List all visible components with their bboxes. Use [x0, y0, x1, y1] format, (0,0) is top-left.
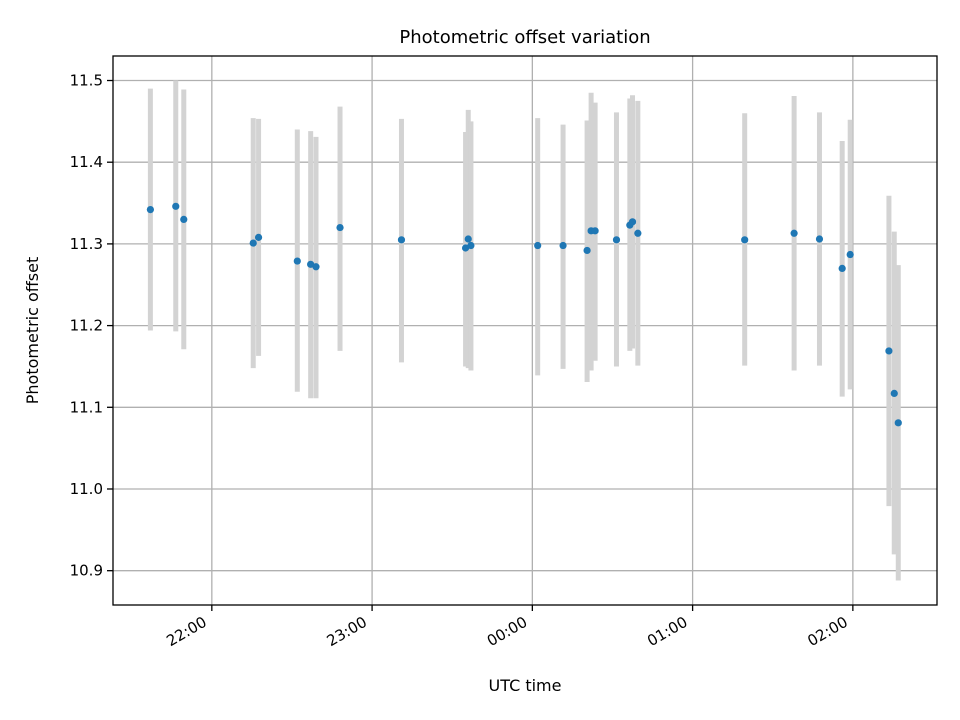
data-point — [634, 229, 642, 237]
data-point — [293, 257, 301, 265]
data-point — [846, 250, 854, 259]
y-tick-label: 10.9 — [70, 562, 103, 580]
data-point — [336, 223, 344, 232]
y-tick-label: 11.3 — [70, 235, 103, 253]
data-point — [172, 202, 180, 210]
data-point — [612, 236, 621, 244]
data-point — [559, 241, 567, 250]
data-point — [894, 419, 902, 427]
data-point — [464, 235, 472, 243]
data-point — [254, 233, 263, 241]
x-axis-label: UTC time — [489, 676, 562, 695]
data-point — [583, 246, 591, 255]
y-tick-label: 11.1 — [70, 398, 103, 416]
x-axis-ticks: 22:00 23:00 00:00 01:00 02:00 — [163, 605, 854, 650]
data-point — [838, 264, 846, 273]
data-point — [885, 347, 893, 355]
data-point — [790, 229, 798, 237]
point-layer — [146, 202, 902, 427]
y-tick-label: 11.2 — [70, 317, 103, 335]
data-point — [815, 235, 824, 243]
grid-layer — [113, 56, 937, 605]
data-point — [180, 215, 188, 223]
data-point — [467, 241, 475, 250]
plot-frame — [112, 55, 938, 606]
data-point — [461, 244, 470, 252]
data-point — [890, 389, 898, 398]
y-tick-label: 11.5 — [70, 72, 103, 90]
data-point — [741, 236, 749, 244]
y-tick-label: 11.0 — [70, 480, 103, 498]
data-point — [534, 241, 542, 250]
data-point — [591, 227, 599, 235]
data-point — [249, 239, 257, 247]
data-point — [146, 205, 154, 214]
data-point — [397, 236, 406, 244]
y-axis-ticks: 10.9 11.0 11.1 11.2 11.3 11.4 11.5 — [70, 72, 113, 580]
data-point — [312, 263, 320, 271]
chart-title: Photometric offset variation — [399, 27, 650, 48]
data-point — [628, 218, 637, 226]
y-tick-label: 11.4 — [70, 153, 103, 171]
data-point — [307, 260, 315, 268]
y-axis-label: Photometric offset — [23, 257, 42, 405]
